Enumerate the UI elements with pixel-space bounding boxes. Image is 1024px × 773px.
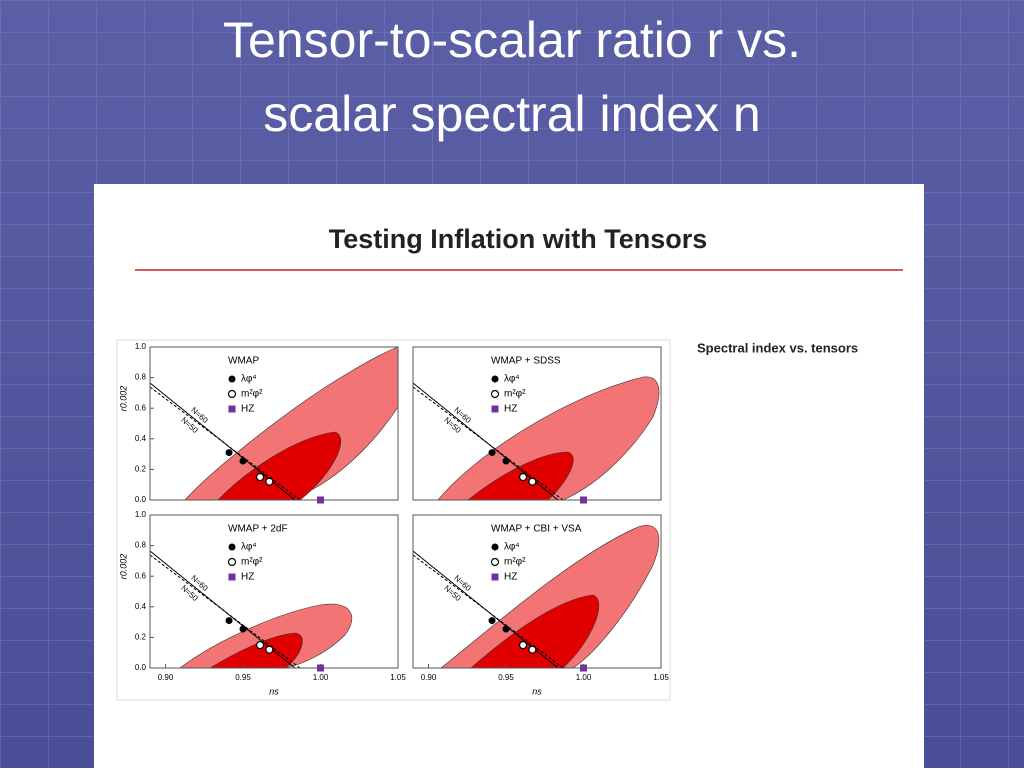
y-tick-label: 0.4 <box>135 602 147 611</box>
legend-marker <box>227 557 237 567</box>
y-tick-label: 0.8 <box>135 373 147 382</box>
plot-frame <box>149 346 399 501</box>
legend-label: m²φ² <box>504 557 526 568</box>
y-axis-label: r0.002 <box>118 386 128 412</box>
point <box>265 477 274 486</box>
contour-inner <box>208 632 303 669</box>
x-axis-label: ns <box>532 686 542 696</box>
legend-label: HZ <box>504 572 517 583</box>
slide-title: scalar spectral index n <box>263 86 760 142</box>
x-tick-label: 0.90 <box>158 673 174 682</box>
figure-title: Testing Inflation with Tensors <box>329 224 708 254</box>
y-tick-label: 1.0 <box>135 342 147 351</box>
contour-outer <box>179 603 353 669</box>
plot-frame <box>412 514 662 669</box>
contour-outer <box>437 376 660 501</box>
legend-marker <box>490 389 500 399</box>
legend-label: λφ⁴ <box>504 374 520 385</box>
panel-title: WMAP + CBI + VSA <box>491 524 582 535</box>
legend-marker <box>227 389 237 399</box>
point <box>239 625 247 633</box>
n50-line <box>412 386 564 501</box>
point <box>528 477 537 486</box>
x-tick-label: 0.90 <box>421 673 437 682</box>
legend-marker <box>228 375 236 383</box>
legend-marker <box>491 573 499 581</box>
legend-marker <box>228 573 236 581</box>
legend-label: m²φ² <box>241 557 263 568</box>
point <box>488 449 496 457</box>
figure-caption: Spectral index vs. tensors <box>697 340 858 355</box>
point <box>255 472 265 482</box>
point <box>265 645 274 654</box>
slide-title: Tensor-to-scalar ratio r vs. <box>223 12 801 68</box>
x-tick-label: 1.00 <box>576 673 592 682</box>
point <box>518 640 528 650</box>
x-tick-label: 0.95 <box>498 673 514 682</box>
point <box>528 645 537 654</box>
y-tick-label: 0.8 <box>135 541 147 550</box>
legend-label: HZ <box>241 404 254 415</box>
plot-frame <box>412 346 662 501</box>
point <box>502 625 510 633</box>
plot-frame <box>149 514 399 669</box>
contour-outer <box>184 346 399 501</box>
x-tick-label: 1.05 <box>653 673 669 682</box>
contour-inner <box>217 431 341 501</box>
contour-outer <box>440 525 660 669</box>
x-tick-label: 1.00 <box>313 673 329 682</box>
y-tick-label: 0.0 <box>135 663 147 672</box>
point <box>255 640 265 650</box>
legend-label: m²φ² <box>241 389 263 400</box>
x-axis-label: ns <box>269 686 279 696</box>
point <box>488 617 496 625</box>
x-tick-label: 1.05 <box>390 673 406 682</box>
y-tick-label: 0.0 <box>135 495 147 504</box>
x-tick-label: 0.95 <box>235 673 251 682</box>
figure-frame <box>116 339 671 701</box>
legend-marker <box>491 405 499 413</box>
point <box>225 617 233 625</box>
panel-title: WMAP <box>228 356 259 367</box>
point <box>502 457 510 465</box>
point <box>518 472 528 482</box>
legend-marker <box>228 405 236 413</box>
panel-title: WMAP + 2dF <box>228 524 288 535</box>
n50-line <box>412 554 564 669</box>
point <box>317 496 324 504</box>
legend-marker <box>490 557 500 567</box>
legend-label: HZ <box>504 404 517 415</box>
legend-marker <box>228 543 236 551</box>
n50-line <box>149 554 301 669</box>
point <box>580 496 587 504</box>
y-axis-label: r0.002 <box>118 554 128 580</box>
y-tick-label: 0.2 <box>135 633 147 642</box>
y-tick-label: 0.4 <box>135 434 147 443</box>
y-tick-label: 0.2 <box>135 465 147 474</box>
legend-label: λφ⁴ <box>241 542 257 553</box>
legend-label: m²φ² <box>504 389 526 400</box>
n50-line <box>149 386 301 501</box>
contour-inner <box>470 594 600 669</box>
y-tick-label: 0.6 <box>135 403 147 412</box>
point <box>225 449 233 457</box>
panel-title: WMAP + SDSS <box>491 356 561 367</box>
y-tick-label: 1.0 <box>135 510 147 519</box>
legend-marker <box>491 543 499 551</box>
legend-label: HZ <box>241 572 254 583</box>
panel: N=60N=50WMAPλφ⁴m²φ²HZ0.00.20.40.60.81.0r… <box>118 342 399 504</box>
legend-label: λφ⁴ <box>504 542 520 553</box>
legend-marker <box>491 375 499 383</box>
y-tick-label: 0.6 <box>135 571 147 580</box>
point <box>239 457 247 465</box>
legend-label: λφ⁴ <box>241 374 257 385</box>
